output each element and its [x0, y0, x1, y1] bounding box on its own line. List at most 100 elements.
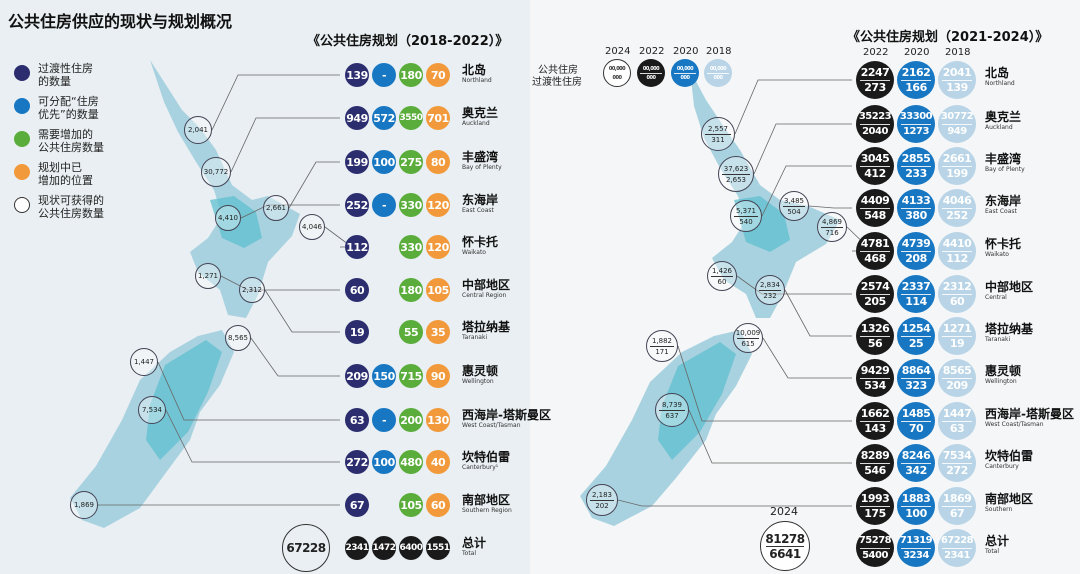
left-region-label: 东海岸 East Coast	[462, 193, 498, 215]
left-region-label: 中部地区 Central Region	[462, 278, 510, 300]
separator	[673, 72, 697, 74]
region-name-en: Northland	[985, 80, 1015, 87]
right-total-circle: 67228 2341	[938, 529, 976, 567]
left-total-circle: 6400	[399, 536, 423, 560]
value-top: 4409	[860, 193, 890, 207]
separator	[941, 335, 973, 337]
right-value-circle: 2661 199	[938, 147, 976, 185]
left-value-circle: 105	[399, 493, 423, 517]
left-value-circle: -	[372, 408, 396, 432]
region-name-en: East Coast	[985, 208, 1017, 215]
leader-line	[165, 409, 340, 463]
right-value-circle: 2574 205	[856, 275, 894, 313]
separator	[900, 293, 932, 295]
right-value-circle: 4133 380	[897, 189, 935, 227]
total-year: 2024	[770, 505, 798, 518]
value-top: 4781	[860, 236, 890, 250]
separator	[941, 547, 973, 549]
legend-label: 规划中已 增加的位置	[38, 161, 93, 187]
leader-line	[734, 79, 852, 135]
leader-line	[288, 161, 340, 209]
separator	[941, 165, 973, 167]
region-name-en: Canterbury¹	[462, 464, 499, 471]
value-top: 2312	[942, 279, 972, 293]
left-region-label: 西海岸-塔斯曼区 West Coast/Tasman	[462, 408, 551, 430]
region-name: 惠灵顿	[985, 364, 1022, 378]
leader-line	[753, 123, 852, 175]
region-name-en: Taranaki	[985, 336, 1011, 343]
left-value-circle: 100	[372, 150, 396, 174]
value-top: 2041	[942, 65, 972, 79]
separator	[859, 123, 891, 125]
region-name: 北岛	[462, 63, 487, 77]
bubble-value: 1,869	[73, 501, 95, 509]
separator	[859, 335, 891, 337]
left-value-circle: 200	[399, 408, 423, 432]
value-bottom: 273	[864, 80, 886, 94]
separator	[734, 215, 758, 217]
value-bottom: 272	[946, 463, 968, 477]
left-total-big-circle: 67228	[282, 524, 330, 572]
right-region-label: 西海岸-塔斯曼区 West Coast/Tasman	[985, 407, 1074, 429]
value-bottom: 342	[905, 463, 927, 477]
legend-label: 过渡性住房 的数量	[38, 62, 93, 88]
right-map-bubble: 1,882 171	[646, 330, 678, 362]
right-value-circle: 4739 208	[897, 232, 935, 270]
right-region-label: 怀卡托 Waikato	[985, 237, 1021, 259]
legend-item: 现状可获得的 公共住房数量	[14, 194, 144, 220]
separator	[859, 79, 891, 81]
key-label: 过渡性住房	[532, 77, 582, 88]
left-value-circle: 480	[399, 450, 423, 474]
left-region-label: 南部地区 Southern Region	[462, 493, 512, 515]
bubble-public: 8,739	[661, 400, 683, 409]
region-name-en: Southern Region	[462, 507, 512, 514]
left-region-label: 惠灵顿 Wellington	[462, 364, 498, 386]
key-swatch-bottom: 000	[646, 74, 656, 81]
separator	[941, 420, 973, 422]
separator	[900, 123, 932, 125]
separator	[859, 462, 891, 464]
value-top: 2855	[901, 151, 931, 165]
right-value-circle: 2312 60	[938, 275, 976, 313]
value-bottom: 1273	[903, 125, 929, 137]
region-name: 东海岸	[462, 193, 499, 207]
left-value-circle: 105	[426, 278, 450, 302]
value-top: 9429	[860, 363, 890, 377]
bubble-transitional: 202	[595, 501, 609, 510]
separator	[859, 250, 891, 252]
bubble-public: 10,009	[735, 328, 761, 337]
value-top: 67228	[940, 534, 974, 546]
right-value-circle: 8565 209	[938, 359, 976, 397]
value-bottom: 114	[905, 294, 927, 308]
left-value-circle: 199	[345, 150, 369, 174]
region-name: 怀卡托	[462, 235, 499, 249]
value-top: 4739	[901, 236, 931, 250]
left-value-circle: 272	[345, 450, 369, 474]
separator	[941, 123, 973, 125]
bubble-transitional: 504	[787, 207, 801, 216]
region-name-en: Wellington	[985, 378, 1017, 385]
right-subtitle: 《公共住房规划（2021-2024）》	[847, 30, 1049, 45]
bubble-value: 30,772	[203, 168, 229, 176]
region-name: 东海岸	[985, 194, 1022, 208]
leader-line	[157, 361, 340, 421]
left-map-bubble: 2,312	[239, 277, 265, 303]
separator	[900, 505, 932, 507]
region-name-en: Total	[985, 548, 1000, 555]
value-top: 30772	[940, 110, 974, 122]
value-top: 1883	[901, 491, 931, 505]
region-name-en: Total	[462, 550, 477, 557]
right-total-label: 总计 Total	[985, 534, 1009, 556]
right-canterbury-zone	[658, 342, 736, 460]
column-year: 2020	[904, 47, 930, 58]
key-swatch: 00,000 000	[671, 59, 699, 87]
separator	[900, 250, 932, 252]
key-swatch-top: 00,000	[608, 65, 626, 72]
left-value-circle: 120	[426, 235, 450, 259]
left-map-bubble: 30,772	[201, 157, 231, 187]
left-value-circle: 70	[426, 63, 450, 87]
bubble-transitional: 540	[739, 217, 753, 226]
left-value-circle: 100	[372, 450, 396, 474]
value-bottom: 175	[864, 506, 886, 520]
right-value-circle: 1993 175	[856, 487, 894, 525]
